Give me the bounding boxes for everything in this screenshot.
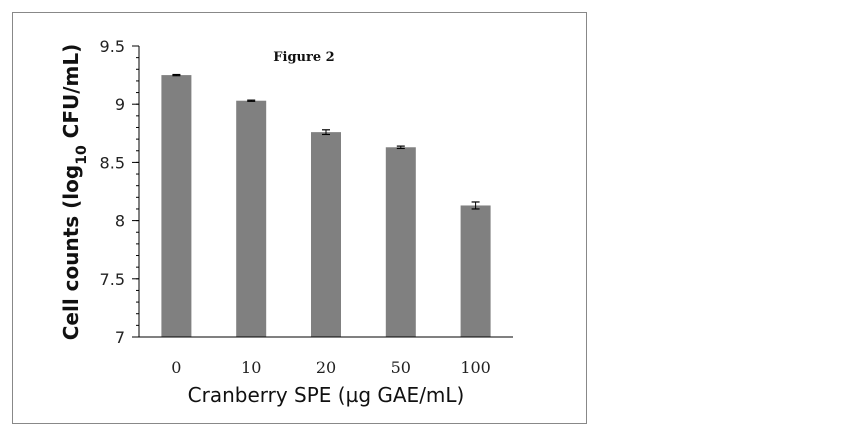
bar — [385, 147, 416, 337]
x-tick-label: 10 — [241, 358, 261, 377]
y-tick-label: 8.5 — [100, 153, 125, 172]
x-axis-label: Cranberry SPE (µg GAE/mL) — [188, 383, 465, 407]
x-tick-label: 20 — [316, 358, 336, 377]
y-axis-label: Cell counts (log10 CFU/mL) — [59, 44, 90, 341]
bar — [311, 132, 341, 337]
x-tick-label: 100 — [460, 358, 491, 377]
y-tick-label: 9 — [115, 95, 125, 114]
y-tick-label: 7 — [115, 328, 125, 347]
y-tick-label: 9.5 — [100, 37, 125, 56]
x-tick-label: 50 — [391, 358, 411, 377]
bar — [460, 205, 491, 337]
y-tick-label: 7.5 — [100, 270, 125, 289]
x-tick-label: 0 — [171, 358, 181, 377]
chart-title: Figure 2 — [273, 50, 334, 65]
bar — [236, 100, 267, 337]
y-tick-label: 8 — [115, 212, 125, 231]
chart-border — [12, 12, 587, 424]
bar — [161, 75, 192, 337]
